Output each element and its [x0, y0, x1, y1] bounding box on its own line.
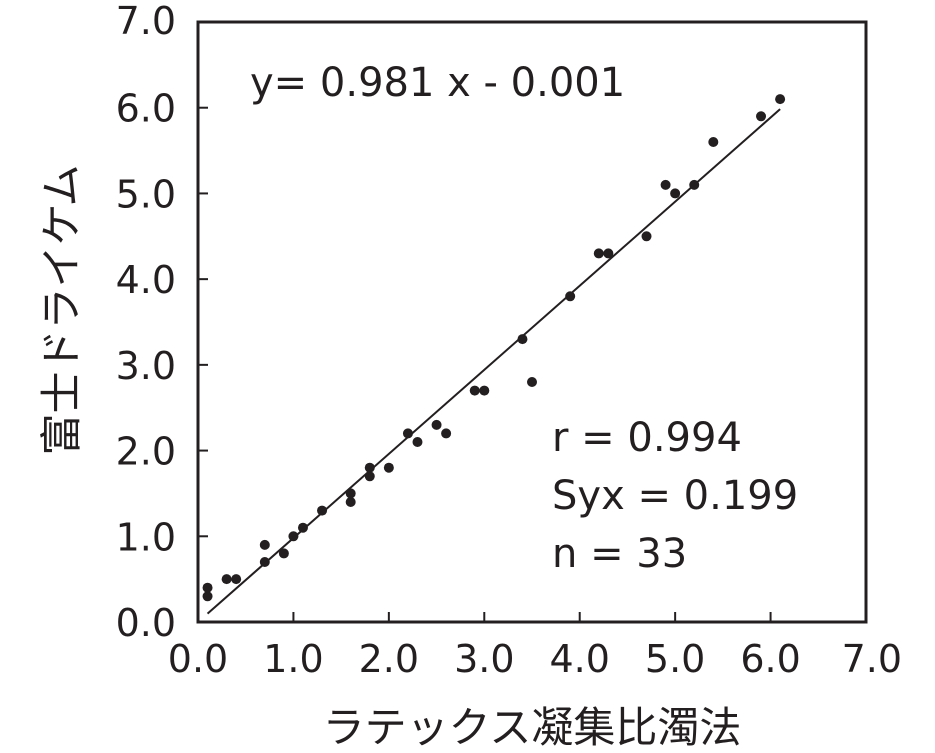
data-point — [231, 574, 242, 585]
data-point — [593, 248, 604, 259]
data-point — [775, 94, 786, 105]
y-axis-title: 富士ドライケム — [37, 164, 86, 455]
data-point — [756, 111, 767, 122]
data-points — [202, 94, 786, 602]
x-tick-label: 4.0 — [549, 637, 609, 681]
y-tick-label: 4.0 — [116, 258, 176, 302]
regression-equation: y= 0.981 x - 0.001 — [250, 60, 625, 106]
y-tick-label: 6.0 — [116, 87, 176, 131]
data-point — [221, 574, 232, 585]
y-tick-label: 0.0 — [116, 601, 176, 645]
x-axis-title: ラテックス凝集比濁法 — [323, 703, 742, 752]
data-point — [431, 419, 442, 430]
regression-line — [206, 108, 781, 615]
y-tick-label: 5.0 — [116, 172, 176, 216]
data-point — [288, 531, 299, 542]
data-point — [670, 188, 681, 199]
data-point — [527, 377, 537, 387]
stat-line: r = 0.994 — [552, 415, 742, 461]
data-point — [441, 428, 452, 439]
x-tick-label: 6.0 — [740, 637, 800, 681]
data-point — [469, 385, 480, 396]
stats-annotation: r = 0.994 Syx = 0.199 n = 33 — [552, 415, 798, 577]
data-point — [317, 505, 328, 516]
x-tick-label: 5.0 — [645, 637, 705, 681]
data-point — [297, 522, 308, 533]
x-tick-label: 0.0 — [168, 637, 228, 681]
data-point — [412, 437, 423, 447]
data-point — [603, 248, 614, 259]
x-tick-label: 3.0 — [454, 637, 514, 681]
y-axis-ticks: 0.0 1.0 2.0 3.0 4.0 5.0 6.0 7.0 — [116, 0, 208, 645]
y-tick-label: 3.0 — [116, 344, 176, 388]
y-tick-label: 1.0 — [116, 515, 176, 559]
data-point — [479, 385, 490, 396]
stat-line: Syx = 0.199 — [552, 473, 798, 519]
data-point — [364, 462, 375, 473]
x-tick-label: 1.0 — [263, 637, 323, 681]
data-point — [660, 179, 671, 190]
y-tick-label: 2.0 — [116, 430, 176, 474]
data-point — [565, 291, 576, 302]
stat-line: n = 33 — [552, 531, 687, 577]
data-point — [345, 497, 356, 507]
data-point — [708, 137, 719, 147]
x-axis-ticks: 0.0 1.0 2.0 3.0 4.0 5.0 6.0 7.0 — [168, 612, 902, 681]
y-tick-label: 7.0 — [116, 0, 176, 43]
data-point — [278, 548, 289, 559]
plot-frame — [196, 20, 868, 624]
data-point — [383, 462, 394, 473]
x-tick-label: 7.0 — [842, 637, 902, 681]
data-point — [202, 582, 213, 593]
data-point — [259, 539, 270, 550]
x-tick-label: 2.0 — [359, 637, 419, 681]
data-point — [202, 591, 213, 602]
data-point — [641, 231, 652, 242]
data-point — [517, 334, 528, 345]
